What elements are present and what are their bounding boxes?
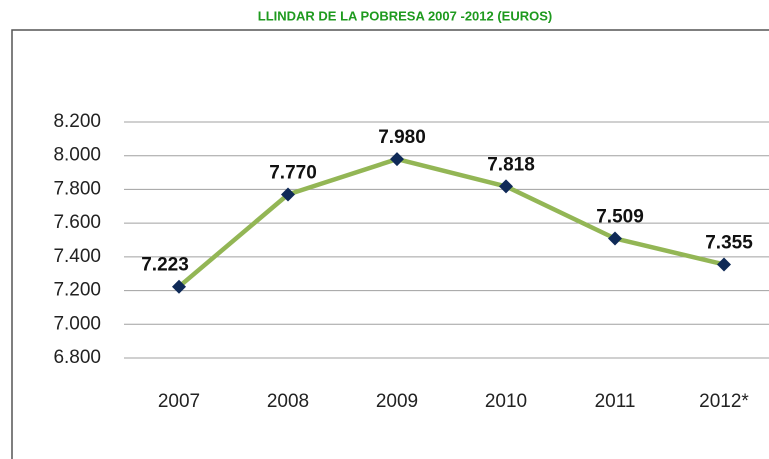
data-line xyxy=(177,156,725,289)
y-tick-label: 8.200 xyxy=(53,111,101,132)
data-point xyxy=(390,152,404,167)
data-label: 7.355 xyxy=(705,232,753,253)
y-tick-label: 8.000 xyxy=(53,145,101,166)
x-tick-label: 2009 xyxy=(376,391,418,412)
y-tick-label: 7.600 xyxy=(53,212,101,233)
y-tick-label: 7.000 xyxy=(53,313,101,334)
data-label: 7.980 xyxy=(378,127,426,148)
chart-title: LLINDAR DE LA POBRESA 2007 -2012 (EUROS) xyxy=(258,8,553,23)
data-point xyxy=(281,187,295,202)
x-tick-label: 2007 xyxy=(158,391,200,412)
x-tick-label: 2010 xyxy=(485,391,527,412)
y-tick-label: 6.800 xyxy=(53,347,101,368)
data-label: 7.818 xyxy=(487,154,535,175)
chart-frame xyxy=(11,29,769,459)
x-tick-label: 2011 xyxy=(595,391,636,412)
data-point xyxy=(717,257,731,272)
y-tick-label: 7.200 xyxy=(53,280,101,301)
data-point xyxy=(499,179,513,194)
y-tick-label: 7.400 xyxy=(53,246,101,267)
data-point xyxy=(172,279,186,294)
data-label: 7.223 xyxy=(141,255,189,276)
data-label: 7.509 xyxy=(596,206,644,227)
data-point xyxy=(608,231,622,246)
x-tick-label: 2008 xyxy=(267,391,309,412)
y-tick-label: 7.800 xyxy=(53,178,101,199)
data-label: 7.770 xyxy=(269,163,317,184)
x-tick-label: 2012* xyxy=(699,391,749,412)
